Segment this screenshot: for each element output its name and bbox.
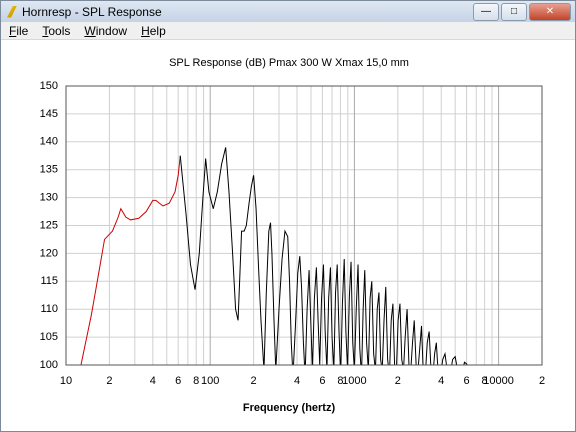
y-tick-label: 100 <box>40 359 58 371</box>
close-button[interactable]: ✕ <box>529 3 571 21</box>
app-icon <box>7 5 17 18</box>
x-tick-label: 10 <box>60 375 72 387</box>
x-tick-label: 4 <box>150 375 156 387</box>
x-tick-label: 2 <box>395 375 401 387</box>
maximize-button[interactable]: □ <box>501 3 527 21</box>
x-tick-label: 2 <box>539 375 545 387</box>
minimize-button[interactable]: — <box>473 3 499 21</box>
x-tick-label: 10000 <box>483 375 514 387</box>
y-tick-label: 105 <box>40 331 58 343</box>
x-tick-label: 100 <box>201 375 219 387</box>
menu-item[interactable]: Window <box>84 24 128 38</box>
spl-curve <box>179 147 468 365</box>
y-tick-label: 110 <box>40 303 58 315</box>
x-tick-label: 4 <box>294 375 300 387</box>
x-tick-label: 2 <box>251 375 257 387</box>
x-tick-label: 6 <box>175 375 181 387</box>
chart-title: SPL Response (dB) Pmax 300 W Xmax 15,0 m… <box>169 57 409 69</box>
y-tick-label: 150 <box>40 80 58 92</box>
y-tick-label: 140 <box>40 136 58 148</box>
chart: SPL Response (dB) Pmax 300 W Xmax 15,0 m… <box>40 57 545 414</box>
y-tick-label: 135 <box>40 164 58 176</box>
menu-bar: File Tools Window Help <box>1 22 575 40</box>
window-buttons: — □ ✕ <box>473 3 571 21</box>
menu-item[interactable]: Help <box>141 24 166 38</box>
title-bar: Hornresp - SPL Response — □ ✕ <box>1 1 575 22</box>
y-tick-label: 145 <box>40 108 58 120</box>
x-tick-label: 1000 <box>342 375 366 387</box>
y-tick-label: 125 <box>40 219 58 231</box>
menu-item[interactable]: File <box>9 24 29 38</box>
spl-curve <box>80 155 181 365</box>
x-tick-label: 2 <box>106 375 112 387</box>
x-axis-label: Frequency (hertz) <box>243 402 336 414</box>
window-title: Hornresp - SPL Response <box>22 4 162 19</box>
x-tick-label: 8 <box>337 375 343 387</box>
x-tick-label: 4 <box>438 375 444 387</box>
x-tick-label: 8 <box>193 375 199 387</box>
y-tick-label: 115 <box>40 275 58 287</box>
x-tick-label: 8 <box>482 375 488 387</box>
x-tick-label: 6 <box>319 375 325 387</box>
y-tick-label: 130 <box>40 192 58 204</box>
menu-item[interactable]: Tools <box>42 24 71 38</box>
plot-frame <box>65 85 543 366</box>
x-tick-label: 6 <box>464 375 470 387</box>
y-tick-label: 120 <box>40 247 58 259</box>
